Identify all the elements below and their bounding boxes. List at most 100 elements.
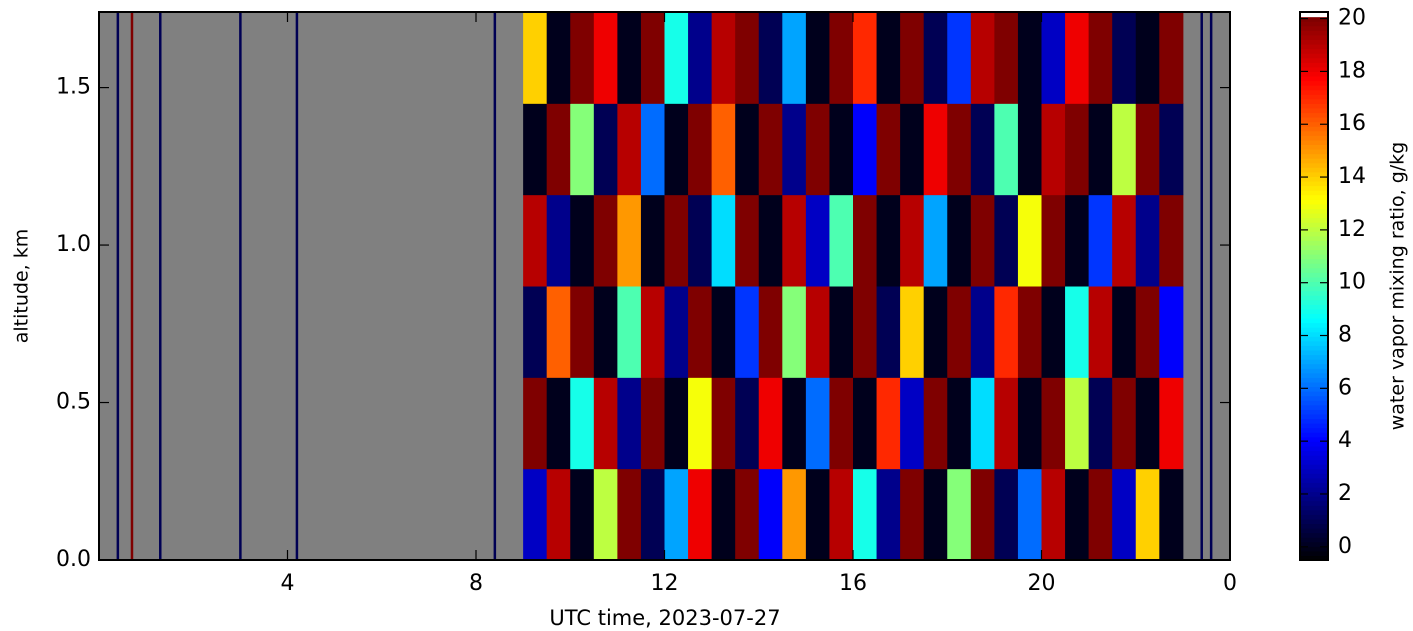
colorbar-tick-label: 0 xyxy=(1338,534,1352,559)
heatmap-cell xyxy=(1088,286,1113,378)
colorbar-tick-label: 10 xyxy=(1338,270,1366,295)
heatmap-cell xyxy=(688,194,713,287)
heatmap-cell xyxy=(829,377,854,470)
x-tick-label: 16 xyxy=(839,571,867,596)
heatmap-cell xyxy=(735,194,760,287)
heatmap-cell xyxy=(593,468,618,561)
heatmap-cell xyxy=(1017,286,1042,378)
heatmap-cell xyxy=(876,377,901,470)
colorbar-segment xyxy=(1300,286,1328,292)
colorbar-segment xyxy=(1300,445,1328,451)
heatmap-cell xyxy=(617,377,642,470)
heatmap-cell xyxy=(853,12,878,104)
heatmap-cell xyxy=(970,468,995,561)
heatmap-cell xyxy=(523,377,548,470)
heatmap-cell xyxy=(829,12,854,104)
colorbar-segment xyxy=(1300,135,1328,141)
colorbar-segment xyxy=(1300,436,1328,442)
heatmap-cell xyxy=(711,12,736,104)
heatmap-cell xyxy=(523,194,548,287)
heatmap-cell xyxy=(782,468,807,561)
colorbar-segment xyxy=(1300,505,1328,511)
colorbar-segment xyxy=(1300,53,1328,59)
colorbar-segment xyxy=(1300,381,1328,388)
heatmap-cell xyxy=(1041,12,1066,104)
heatmap-cell xyxy=(758,194,783,287)
heatmap-cell xyxy=(1088,194,1113,287)
colorbar-segment xyxy=(1300,482,1328,488)
colorbar-segment xyxy=(1300,16,1328,22)
heatmap-cell xyxy=(1041,286,1066,378)
colorbar-segment xyxy=(1300,212,1328,219)
colorbar-segment xyxy=(1300,496,1328,502)
colorbar-segment xyxy=(1300,528,1328,534)
heatmap-cell xyxy=(735,286,760,378)
colorbar-segment xyxy=(1300,331,1328,337)
heatmap-cell xyxy=(735,468,760,561)
heatmap-cell xyxy=(782,286,807,378)
colorbar-segment xyxy=(1300,103,1328,109)
heatmap-cell xyxy=(1159,194,1184,287)
heatmap-cell xyxy=(947,194,972,287)
colorbar-segment xyxy=(1300,263,1328,269)
colorbar-segment xyxy=(1300,464,1328,470)
heatmap-cell xyxy=(970,194,995,287)
heatmap-cell xyxy=(1159,377,1184,470)
colorbar-segment xyxy=(1300,231,1328,237)
heatmap-cell xyxy=(1017,194,1042,287)
colorbar-segment xyxy=(1300,171,1328,177)
colorbar-segment xyxy=(1300,546,1328,552)
colorbar-segment xyxy=(1300,185,1328,191)
heatmap-cell xyxy=(900,286,925,378)
colorbar-frame xyxy=(1299,11,1329,561)
heatmap-cell xyxy=(805,377,830,470)
heatmap-cell xyxy=(1065,286,1090,378)
heatmap-cell xyxy=(1088,12,1113,104)
y-tick-label: 1.0 xyxy=(56,232,91,257)
heatmap-cell xyxy=(923,468,948,561)
colorbar-tick-label: 12 xyxy=(1338,217,1366,242)
heatmap-cell xyxy=(711,377,736,470)
heatmap-cell xyxy=(570,12,595,104)
colorbar-segment xyxy=(1300,363,1328,369)
colorbar-segment xyxy=(1300,359,1328,365)
heatmap-cell xyxy=(970,286,995,378)
colorbar-segment xyxy=(1300,34,1328,40)
colorbar-segment xyxy=(1300,208,1328,214)
heatmap-cell xyxy=(1112,12,1137,104)
colorbar-segment xyxy=(1300,107,1328,114)
colorbar-segment xyxy=(1300,98,1328,104)
colorbar-tick-label: 8 xyxy=(1338,323,1352,348)
heatmap-cell xyxy=(994,468,1019,561)
colorbar-segment xyxy=(1300,432,1328,438)
heatmap-cell xyxy=(617,468,642,561)
heatmap-cell xyxy=(782,12,807,104)
heatmap-cell xyxy=(688,103,713,196)
colorbar-segment xyxy=(1300,80,1328,86)
colorbar-segment xyxy=(1300,313,1328,319)
heatmap-cell xyxy=(900,103,925,196)
colorbar-segment xyxy=(1300,153,1328,159)
colorbar-segment xyxy=(1300,222,1328,228)
colorbar-segment xyxy=(1300,468,1328,474)
heatmap-cell xyxy=(853,286,878,378)
heatmap-cell xyxy=(876,468,901,561)
heatmap-cell xyxy=(758,12,783,104)
heatmap-cell xyxy=(570,103,595,196)
heatmap-cell xyxy=(664,12,689,104)
heatmap-cell xyxy=(735,12,760,104)
colorbar-segment xyxy=(1300,240,1328,246)
heatmap-cell xyxy=(546,103,571,196)
heatmap-cell xyxy=(805,103,830,196)
heatmap-cell xyxy=(994,103,1019,196)
colorbar-segment xyxy=(1300,299,1328,305)
heatmap-cell xyxy=(1041,194,1066,287)
colorbar-segment xyxy=(1300,372,1328,378)
colorbar-segment xyxy=(1300,491,1328,497)
colorbar-segment xyxy=(1300,176,1328,182)
colorbar-segment xyxy=(1300,226,1328,232)
heatmap-cell xyxy=(1017,377,1042,470)
heatmap-cell xyxy=(546,377,571,470)
heatmap-cell xyxy=(688,12,713,104)
heatmap-cell xyxy=(664,468,689,561)
